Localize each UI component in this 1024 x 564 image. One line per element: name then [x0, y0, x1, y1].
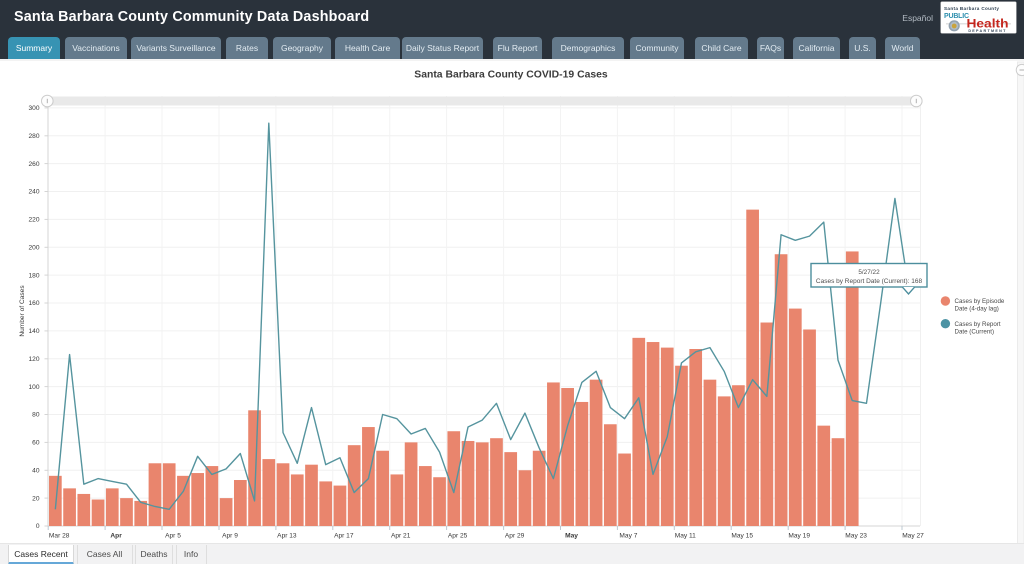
svg-text:May 15: May 15 [731, 533, 753, 540]
svg-text:Apr 21: Apr 21 [391, 533, 411, 540]
svg-text:Santa Barbara County COVID-19: Santa Barbara County COVID-19 Cases [414, 70, 608, 81]
svg-text:May 11: May 11 [675, 533, 696, 540]
svg-text:Apr 25: Apr 25 [448, 533, 468, 540]
svg-text:260: 260 [28, 161, 39, 168]
svg-text:100: 100 [28, 384, 39, 391]
svg-text:0: 0 [36, 523, 40, 530]
svg-text:120: 120 [28, 356, 39, 363]
svg-text:20: 20 [32, 495, 40, 502]
svg-text:Number of Cases: Number of Cases [19, 285, 26, 337]
svg-text:Mar 28: Mar 28 [49, 533, 70, 540]
svg-text:Apr: Apr [110, 533, 122, 540]
svg-text:Apr 29: Apr 29 [505, 533, 525, 540]
svg-text:May 19: May 19 [788, 533, 810, 540]
svg-text:220: 220 [28, 217, 39, 224]
svg-text:Health: Health [967, 16, 1009, 30]
svg-text:May 7: May 7 [619, 533, 637, 540]
svg-text:May 27: May 27 [902, 533, 924, 540]
svg-text:180: 180 [28, 272, 39, 279]
svg-text:May 23: May 23 [845, 533, 867, 540]
svg-text:280: 280 [28, 133, 39, 140]
svg-text:160: 160 [28, 300, 39, 307]
svg-text:Date (4-day lag): Date (4-day lag) [955, 306, 999, 313]
svg-text:240: 240 [28, 189, 39, 196]
svg-text:140: 140 [28, 328, 39, 335]
svg-text:Apr 5: Apr 5 [165, 533, 181, 540]
svg-text:40: 40 [32, 468, 40, 475]
svg-text:200: 200 [28, 245, 39, 252]
svg-text:May: May [565, 533, 578, 540]
svg-text:Date (Current): Date (Current) [955, 328, 995, 335]
svg-text:PUBLIC: PUBLIC [944, 13, 969, 20]
svg-text:300: 300 [28, 105, 39, 112]
svg-text:Apr 9: Apr 9 [222, 533, 238, 540]
svg-text:DEPARTMENT: DEPARTMENT [968, 29, 1006, 33]
svg-text:80: 80 [32, 412, 40, 419]
svg-text:Cases by Report Date (Current): Cases by Report Date (Current): 168 [816, 278, 923, 285]
svg-text:5/27/22: 5/27/22 [858, 269, 880, 276]
svg-text:Apr 17: Apr 17 [334, 533, 354, 540]
svg-text:Cases by Report: Cases by Report [955, 321, 1001, 328]
svg-text:Cases by Episode: Cases by Episode [955, 298, 1005, 305]
svg-text:60: 60 [32, 440, 40, 447]
svg-text:Santa Barbara County: Santa Barbara County [944, 6, 999, 11]
svg-text:Apr 13: Apr 13 [277, 533, 297, 540]
